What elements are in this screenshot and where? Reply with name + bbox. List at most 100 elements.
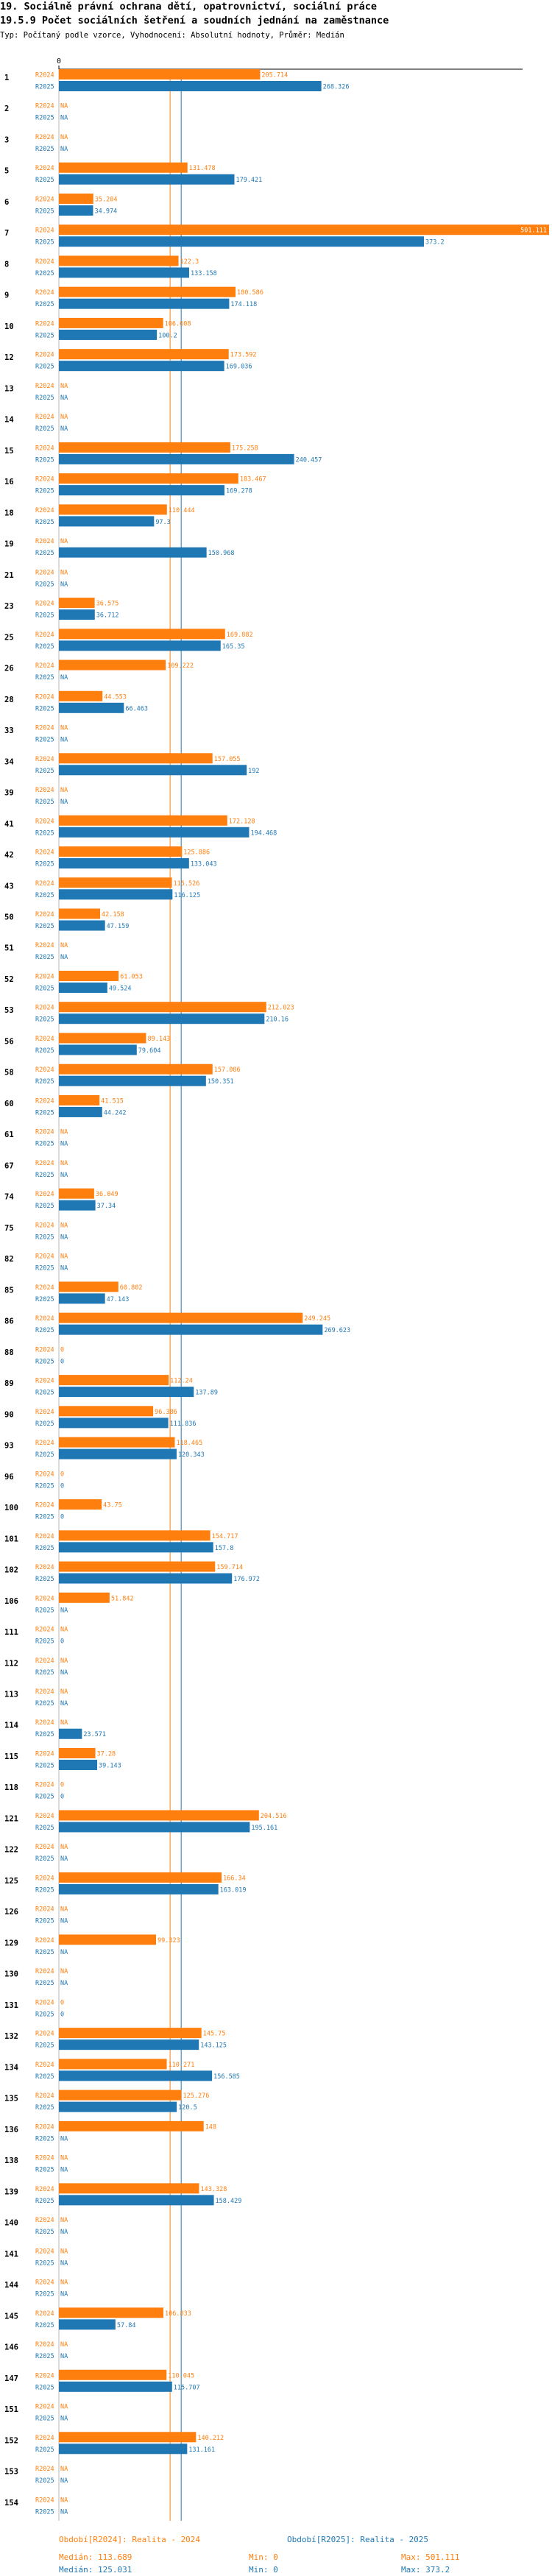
legend-r2024-min: Min: 0: [249, 2552, 278, 2562]
category-label: 3: [4, 135, 9, 144]
series-tag-r2024: R2024: [35, 2279, 54, 2287]
data-label-r2025: 0: [60, 1514, 64, 1521]
data-label-r2024: 112.24: [170, 1378, 193, 1385]
series-tag-r2025: R2025: [35, 861, 54, 868]
data-label-r2025: 39.143: [99, 1762, 121, 1769]
data-label-r2024: NA: [60, 1627, 68, 1634]
data-label-r2025: 194.468: [250, 829, 277, 837]
category-label: 132: [4, 2032, 18, 2041]
series-tag-r2025: R2025: [35, 2167, 54, 2174]
series-tag-r2024: R2024: [35, 1191, 54, 1198]
series-tag-r2024: R2024: [35, 165, 54, 172]
series-tag-r2024: R2024: [35, 1005, 54, 1012]
category-label: 126: [4, 1908, 18, 1917]
series-tag-r2025: R2025: [35, 581, 54, 588]
category-label: 145: [4, 2312, 18, 2321]
series-tag-r2025: R2025: [35, 1358, 54, 1365]
series-tag-r2024: R2024: [35, 1471, 54, 1478]
series-tag-r2025: R2025: [35, 177, 54, 184]
series-tag-r2024: R2024: [35, 725, 54, 732]
data-label-r2025: NA: [60, 2260, 68, 2267]
series-tag-r2025: R2025: [35, 1886, 54, 1894]
series-tag-r2025: R2025: [35, 2229, 54, 2236]
data-label-r2024: 60.802: [120, 1284, 143, 1292]
data-label-r2024: 106.608: [165, 320, 191, 328]
data-label-r2025: NA: [60, 1949, 68, 1956]
category-label: 138: [4, 2156, 18, 2165]
bar-r2024: [59, 1375, 169, 1386]
data-label-r2025: 116.125: [174, 892, 200, 899]
bar-r2024: [59, 1002, 266, 1013]
category-label: 134: [4, 2063, 18, 2072]
category-label: 39: [4, 789, 14, 798]
bar-r2024: [59, 1406, 154, 1417]
series-tag-r2024: R2024: [35, 1719, 54, 1727]
series-tag-r2024: R2024: [35, 1440, 54, 1447]
bar-r2025: [59, 267, 189, 278]
series-tag-r2024: R2024: [35, 72, 54, 79]
data-label-r2025: 137.89: [195, 1390, 218, 1397]
category-label: 51: [4, 944, 14, 953]
series-tag-r2024: R2024: [35, 2435, 54, 2442]
series-tag-r2025: R2025: [35, 799, 54, 806]
series-tag-r2025: R2025: [35, 488, 54, 495]
data-label-r2025: NA: [60, 2353, 68, 2360]
data-label-r2024: NA: [60, 2497, 68, 2504]
data-label-r2024: 110.045: [168, 2372, 194, 2379]
bar-r2024: [59, 1530, 210, 1541]
bar-r2024: [59, 69, 261, 79]
chart-title: 19.5.9 Počet sociálních šetření a soudní…: [0, 15, 389, 26]
data-label-r2025: 210.16: [266, 1016, 289, 1024]
bar-r2024: [59, 442, 230, 453]
series-tag-r2025: R2025: [35, 84, 54, 91]
bar-r2024: [59, 349, 229, 360]
bar-r2024: [59, 815, 227, 826]
data-label-r2025: 150.968: [208, 550, 235, 557]
series-tag-r2024: R2024: [35, 1346, 54, 1354]
series-tag-r2024: R2024: [35, 2248, 54, 2255]
category-label: 34: [4, 757, 14, 766]
series-tag-r2024: R2024: [35, 1875, 54, 1882]
data-label-r2025: NA: [60, 1700, 68, 1708]
bar-r2025: [59, 1728, 82, 1739]
series-tag-r2025: R2025: [35, 1514, 54, 1521]
data-label-r2024: 110.271: [169, 2062, 195, 2069]
data-label-r2025: NA: [60, 1669, 68, 1677]
data-label-r2025: 158.429: [216, 2198, 242, 2205]
series-tag-r2024: R2024: [35, 227, 54, 235]
category-label: 5: [4, 167, 9, 176]
bar-r2025: [59, 547, 207, 558]
bar-r2024: [59, 286, 236, 297]
series-tag-r2025: R2025: [35, 2135, 54, 2142]
data-label-r2025: 37.34: [97, 1203, 116, 1210]
data-label-r2025: NA: [60, 674, 68, 682]
data-label-r2025: 47.159: [107, 923, 130, 930]
data-label-r2024: 183.467: [240, 476, 266, 484]
category-label: 56: [4, 1037, 14, 1046]
series-tag-r2024: R2024: [35, 289, 54, 297]
data-label-r2025: NA: [60, 2135, 68, 2142]
series-tag-r2025: R2025: [35, 146, 54, 153]
category-label: 25: [4, 633, 14, 642]
bar-r2025: [59, 298, 230, 309]
data-label-r2024: NA: [60, 2217, 68, 2224]
bar-r2025: [59, 702, 124, 713]
data-label-r2024: 42.158: [102, 911, 124, 919]
data-label-r2024: NA: [60, 1719, 68, 1727]
chart-subtitle: Typ: Počítaný podle vzorce, Vyhodnocení:…: [0, 31, 344, 40]
bar-r2025: [59, 889, 173, 900]
series-tag-r2024: R2024: [35, 1937, 54, 1945]
bar-r2024: [59, 908, 101, 919]
series-tag-r2024: R2024: [35, 2062, 54, 2069]
data-label-r2024: 143.328: [200, 2186, 227, 2193]
category-label: 93: [4, 1442, 14, 1451]
data-label-r2025: NA: [60, 737, 68, 744]
data-label-r2024: NA: [60, 538, 68, 545]
bar-r2025: [59, 827, 250, 838]
data-label-r2025: 0: [60, 1638, 64, 1646]
legend-r2024-max: Max: 501.111: [401, 2552, 460, 2562]
series-tag-r2025: R2025: [35, 768, 54, 775]
series-tag-r2025: R2025: [35, 115, 54, 122]
series-tag-r2024: R2024: [35, 414, 54, 421]
series-tag-r2024: R2024: [35, 2217, 54, 2224]
